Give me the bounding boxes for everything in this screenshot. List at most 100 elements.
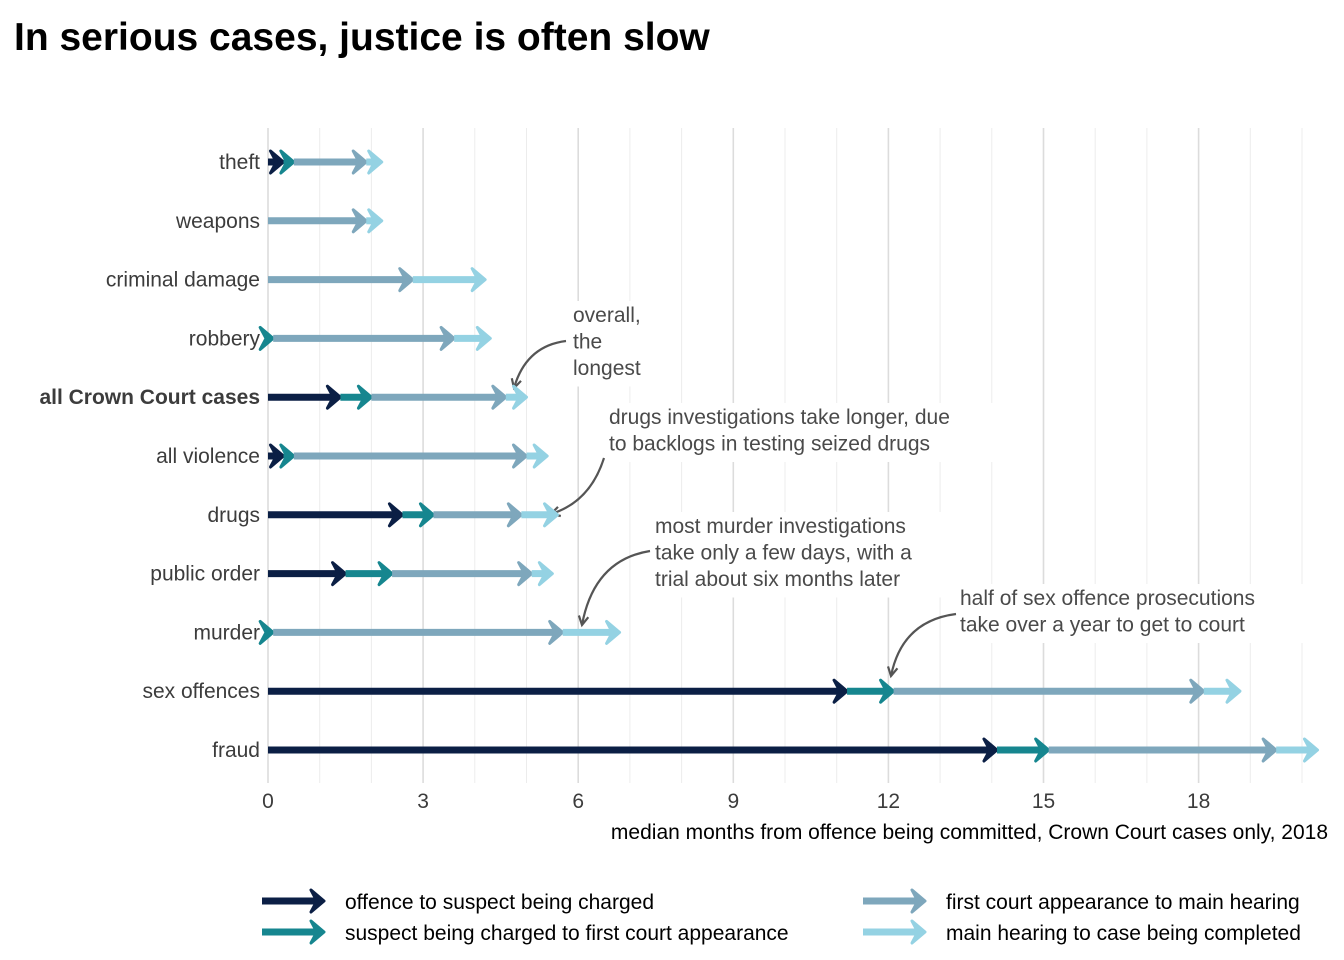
annotation-text: half of sex offence prosecutions: [960, 587, 1255, 610]
annotation-text: to backlogs in testing seized drugs: [609, 433, 930, 456]
legend-label: main hearing to case being completed: [946, 922, 1301, 945]
legend-arrow: [863, 919, 927, 945]
x-tick-label: 3: [417, 790, 429, 813]
arrow-head: [269, 149, 286, 175]
category-labels: theft weapons criminal damage robbery all Cr…: [39, 151, 260, 762]
arrow-head: [532, 443, 549, 469]
arrow-head: [832, 678, 849, 704]
arrow-head: [356, 384, 373, 410]
arrow-head: [1034, 737, 1051, 763]
annotation-text: most murder investigations: [655, 515, 906, 538]
category-label: criminal damage: [106, 269, 260, 292]
arrow-head: [258, 325, 275, 351]
arrow-all-violence-1: [268, 443, 286, 469]
annotation-arrow: [889, 612, 957, 677]
legend-label: suspect being charged to first court app…: [345, 922, 789, 945]
arrow-head: [377, 561, 394, 587]
arrow-theft-1: [268, 149, 286, 175]
x-tick-label: 0: [262, 790, 274, 813]
arrow-head: [475, 325, 492, 351]
annotation-background: [569, 301, 664, 387]
arrow-criminal-damage-3: [268, 267, 415, 293]
arrow-sex-offences-2: [847, 678, 896, 704]
arrow-public-order-1: [268, 561, 348, 587]
arrow-head: [439, 325, 456, 351]
arrow-fraud-3: [1048, 737, 1278, 763]
arrow-head: [548, 619, 565, 645]
arrow-all-crown-court-cases-1: [268, 384, 342, 410]
legend-arrow: [863, 888, 927, 914]
annotation-text: take only a few days, with a: [655, 542, 912, 565]
arrow-public-order-2: [345, 561, 394, 587]
arrow-head: [309, 888, 326, 914]
arrow-head: [537, 561, 554, 587]
annotation-arrow: [550, 457, 606, 516]
arrow-all-violence-2: [279, 443, 296, 469]
legend-item: suspect being charged to first court app…: [262, 919, 789, 945]
arrow-theft-4: [366, 149, 384, 175]
annotation-text: take over a year to get to court: [960, 614, 1245, 637]
arrow-all-crown-court-cases-3: [371, 384, 508, 410]
x-tick-label: 9: [727, 790, 739, 813]
category-label: drugs: [207, 504, 260, 527]
category-label: public order: [150, 563, 260, 586]
legend-item: first court appearance to main hearing: [863, 888, 1300, 914]
arrow-head: [367, 149, 384, 175]
legend-key: [262, 888, 326, 914]
arrow-head: [387, 502, 404, 528]
arrow-all-violence-4: [526, 443, 549, 469]
arrow-head: [367, 208, 384, 234]
arrow-head: [879, 678, 896, 704]
x-tick-label: 12: [877, 790, 900, 813]
annotation-arrowhead: [886, 666, 899, 679]
arrow-head: [1303, 737, 1320, 763]
arrow-murder-2: [258, 619, 275, 645]
arrow-head: [1225, 678, 1242, 704]
arrow-head: [982, 737, 999, 763]
arrow-head: [269, 443, 286, 469]
legend-label: first court appearance to main hearing: [946, 891, 1300, 914]
arrow-head: [605, 619, 622, 645]
arrow-head: [517, 561, 534, 587]
arrow-robbery-2: [258, 325, 275, 351]
arrow-head: [1261, 737, 1278, 763]
arrow-head: [506, 502, 523, 528]
arrow-criminal-damage-4: [412, 267, 487, 293]
series-arrows: [258, 149, 1320, 763]
x-tick-label: 6: [572, 790, 584, 813]
legend-arrow: [262, 919, 326, 945]
annotation-background: [651, 512, 962, 598]
arrow-drugs-1: [268, 502, 404, 528]
arrow-murder-4: [562, 619, 622, 645]
legend: offence to suspect being charged suspect …: [262, 888, 1301, 945]
annotation-background: [956, 584, 1310, 643]
annotation-text: the: [573, 331, 602, 354]
arrow-weapons-3: [268, 208, 368, 234]
category-label: all violence: [156, 445, 260, 468]
arrow-weapons-4: [366, 208, 384, 234]
annotations: overall, the longest drugs investigations t…: [510, 301, 1310, 679]
legend-label: offence to suspect being charged: [345, 891, 654, 914]
arrow-all-crown-court-cases-2: [340, 384, 373, 410]
arrow-head: [331, 561, 348, 587]
arrow-drugs-4: [521, 502, 560, 528]
legend-key: [863, 888, 927, 914]
category-label: theft: [219, 151, 260, 174]
legend-key: [262, 919, 326, 945]
x-tick-label: 15: [1032, 790, 1055, 813]
arrow-fraud-2: [996, 737, 1051, 763]
legend-arrow: [262, 888, 326, 914]
arrow-head: [910, 919, 927, 945]
x-axis-label: median months from offence being committ…: [611, 821, 1328, 844]
arrow-theft-3: [293, 149, 368, 175]
arrow-all-violence-3: [293, 443, 528, 469]
arrow-head: [351, 149, 368, 175]
annotation-text: drugs investigations take longer, due: [609, 406, 950, 429]
legend-item: main hearing to case being completed: [863, 919, 1301, 945]
annotation-arrow: [580, 549, 651, 626]
arrow-head: [512, 443, 528, 469]
arrow-head: [325, 384, 342, 410]
arrow-head: [512, 384, 528, 410]
arrow-head: [470, 267, 487, 293]
